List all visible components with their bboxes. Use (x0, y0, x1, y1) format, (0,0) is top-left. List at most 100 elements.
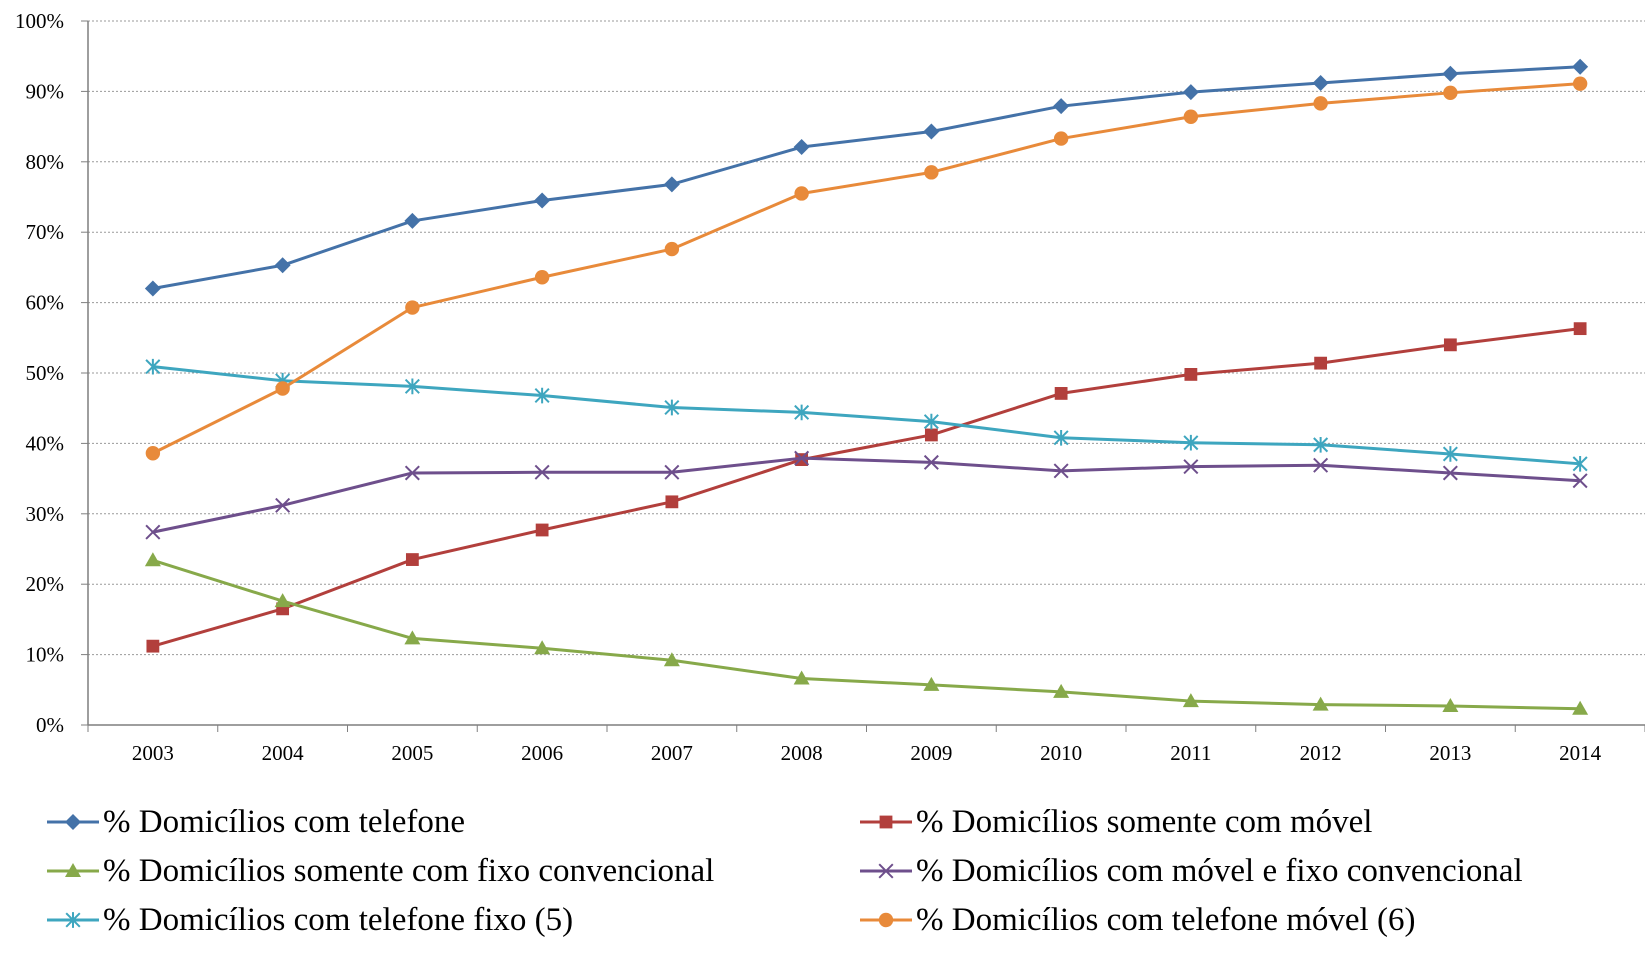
y-tick-label: 40% (26, 431, 65, 455)
data-point (794, 404, 810, 421)
x-tick-label: 2007 (651, 741, 693, 765)
y-tick-label: 90% (26, 79, 65, 103)
data-point (1053, 463, 1069, 479)
data-point (145, 446, 161, 461)
series-4 (145, 450, 1588, 540)
data-point (535, 523, 549, 537)
data-point (404, 378, 420, 395)
series-line (152, 365, 1581, 466)
data-point (1314, 356, 1328, 370)
data-point (534, 464, 550, 480)
data-point (793, 139, 810, 156)
grid-lines (88, 20, 1645, 656)
data-point (923, 454, 939, 470)
data-point (534, 387, 550, 404)
data-point (793, 670, 810, 685)
data-point (1573, 322, 1587, 336)
data-point (274, 593, 291, 608)
data-point (534, 640, 551, 655)
y-tick-label: 100% (15, 9, 64, 33)
data-point (1313, 436, 1329, 453)
x-tick-label: 2008 (781, 741, 823, 765)
data-point (1182, 84, 1199, 101)
data-point (794, 186, 809, 201)
data-point (663, 652, 680, 667)
data-point (1053, 98, 1070, 115)
y-tick-label: 10% (26, 643, 65, 667)
data-point (923, 413, 939, 430)
y-tick-label: 20% (26, 572, 65, 596)
series-layer (144, 58, 1589, 715)
data-point (1442, 465, 1458, 481)
data-point (1442, 446, 1458, 462)
x-tick-label: 2010 (1040, 741, 1082, 765)
x-tick-label: 2004 (262, 741, 305, 765)
data-point (1312, 74, 1329, 91)
data-point (534, 192, 551, 209)
axes: 0% 10% 20% 30% 40% 50% 60% 70% 80% 90% 100% 2003 200… (15, 9, 1645, 765)
x-tick-label: 2005 (391, 741, 433, 765)
data-point (1572, 76, 1588, 91)
data-point (144, 280, 161, 297)
y-tick-label: 80% (26, 150, 65, 174)
data-point (1313, 457, 1329, 473)
data-point (1053, 429, 1069, 446)
data-point (1572, 473, 1588, 489)
x-tick-label: 2012 (1300, 741, 1342, 765)
data-point (275, 497, 291, 513)
data-point (1442, 697, 1459, 712)
data-point (1313, 96, 1328, 111)
x-tick-label: 2013 (1429, 741, 1471, 765)
data-point (1183, 459, 1199, 475)
data-point (1183, 434, 1199, 451)
y-tick-label: 60% (26, 291, 65, 315)
series-line (152, 82, 1581, 455)
series-6 (145, 76, 1588, 461)
series-2 (146, 322, 1587, 653)
data-point (404, 212, 421, 229)
data-point (534, 270, 550, 285)
data-point (146, 639, 160, 653)
x-tick-label: 2009 (910, 741, 952, 765)
data-point (405, 300, 420, 315)
x-tick-label: 2006 (521, 741, 563, 765)
data-point (794, 450, 810, 466)
data-point (404, 630, 421, 645)
series-1 (144, 58, 1589, 297)
data-point (1442, 65, 1459, 82)
data-point (924, 165, 939, 180)
data-point (1182, 693, 1199, 708)
x-tick-label: 2011 (1170, 741, 1211, 765)
series-line (152, 456, 1581, 534)
series-line (152, 65, 1581, 290)
x-tick-label: 2014 (1559, 741, 1602, 765)
data-point (664, 464, 680, 480)
y-tick-label: 70% (26, 220, 65, 244)
data-point (1312, 696, 1329, 711)
data-point (1054, 387, 1068, 400)
data-point (1572, 58, 1589, 75)
data-point (404, 465, 420, 481)
data-point (145, 524, 161, 540)
data-point (1572, 700, 1589, 715)
series-3 (144, 552, 1589, 715)
data-point (1443, 338, 1457, 352)
data-point (923, 676, 940, 691)
data-point (405, 553, 419, 566)
y-tick-label: 50% (26, 361, 65, 385)
data-point (274, 257, 291, 274)
series-line (152, 327, 1581, 648)
data-point (664, 399, 680, 416)
data-point (663, 176, 680, 193)
series-line (152, 558, 1581, 711)
data-point (923, 123, 940, 140)
data-point (665, 495, 679, 509)
data-point (1443, 85, 1458, 101)
y-tick-label: 0% (36, 713, 64, 737)
data-point (924, 428, 938, 442)
data-point (275, 381, 290, 396)
data-point (1053, 683, 1070, 698)
data-point (1572, 455, 1588, 472)
x-tick-label: 2003 (132, 741, 174, 765)
